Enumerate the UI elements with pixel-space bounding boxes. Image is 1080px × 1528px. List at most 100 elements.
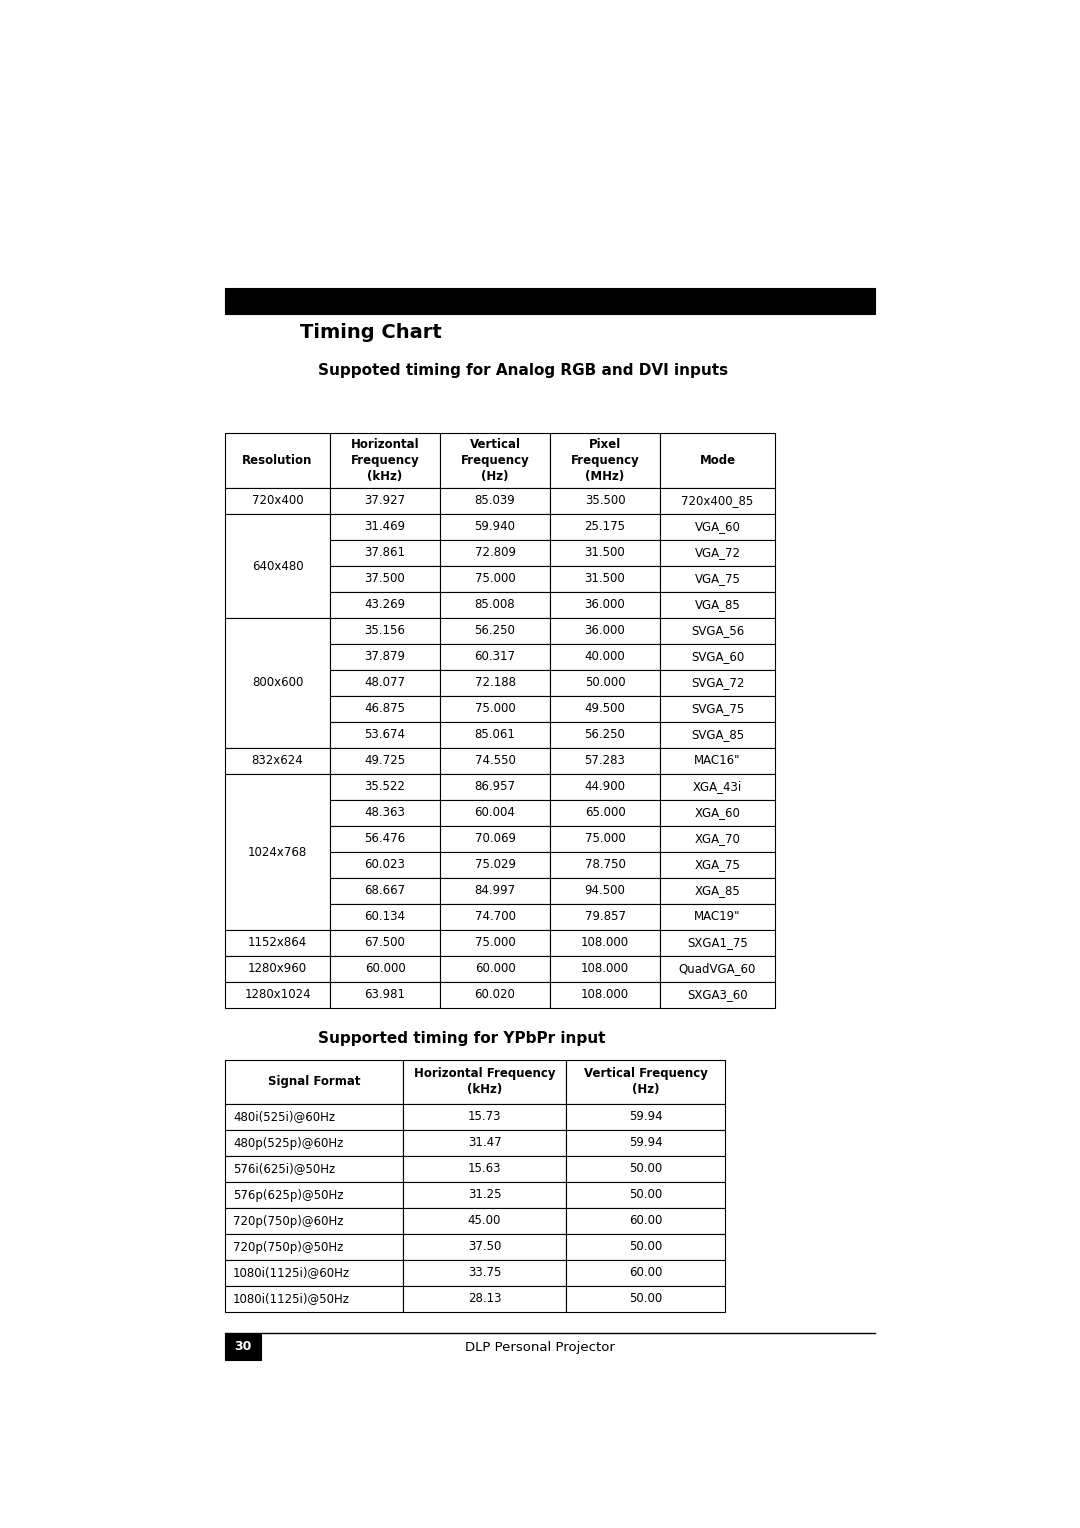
Bar — [566, 1131, 725, 1157]
Bar — [566, 1157, 725, 1183]
Bar — [660, 853, 775, 879]
Bar — [225, 287, 875, 313]
Bar — [550, 643, 660, 669]
Text: 33.75: 33.75 — [468, 1267, 501, 1279]
Bar — [330, 591, 440, 617]
Bar — [660, 669, 775, 695]
Text: SVGA_85: SVGA_85 — [691, 729, 744, 741]
Text: 68.667: 68.667 — [364, 885, 406, 897]
Bar — [225, 617, 330, 749]
Bar — [225, 1131, 403, 1157]
Bar — [566, 1209, 725, 1235]
Text: 60.00: 60.00 — [629, 1215, 662, 1227]
Text: 49.725: 49.725 — [364, 755, 406, 767]
Bar — [440, 591, 550, 617]
Text: 36.000: 36.000 — [584, 625, 625, 637]
Bar — [550, 749, 660, 775]
Bar — [550, 487, 660, 513]
Bar — [660, 617, 775, 643]
Text: 46.875: 46.875 — [365, 703, 405, 715]
Bar — [440, 853, 550, 879]
Text: 70.069: 70.069 — [474, 833, 515, 845]
Text: Mode: Mode — [700, 454, 735, 468]
Text: 59.94: 59.94 — [629, 1137, 662, 1149]
Text: VGA_85: VGA_85 — [694, 599, 741, 611]
Text: 37.50: 37.50 — [468, 1241, 501, 1253]
Text: 720x400: 720x400 — [252, 495, 303, 507]
Text: SXGA1_75: SXGA1_75 — [687, 937, 747, 949]
Text: SXGA3_60: SXGA3_60 — [687, 989, 747, 1001]
Bar — [330, 695, 440, 723]
Bar — [225, 1183, 403, 1209]
Text: 45.00: 45.00 — [468, 1215, 501, 1227]
Bar — [330, 617, 440, 643]
Text: QuadVGA_60: QuadVGA_60 — [679, 963, 756, 975]
Text: 60.023: 60.023 — [365, 859, 405, 871]
Text: Pixel
Frequency
(MHz): Pixel Frequency (MHz) — [570, 439, 639, 483]
Bar — [225, 1209, 403, 1235]
Bar — [440, 801, 550, 827]
Bar — [403, 1105, 566, 1131]
Text: 48.363: 48.363 — [365, 807, 405, 819]
Text: 37.879: 37.879 — [365, 651, 405, 663]
Text: 40.000: 40.000 — [584, 651, 625, 663]
Bar — [403, 1287, 566, 1313]
Text: 75.000: 75.000 — [474, 703, 515, 715]
Text: 35.500: 35.500 — [584, 495, 625, 507]
Text: 25.175: 25.175 — [584, 521, 625, 533]
Text: 31.500: 31.500 — [584, 573, 625, 585]
Text: 72.188: 72.188 — [474, 677, 515, 689]
Text: 36.000: 36.000 — [584, 599, 625, 611]
Text: 31.469: 31.469 — [364, 521, 406, 533]
Text: 72.809: 72.809 — [474, 547, 515, 559]
Bar — [660, 983, 775, 1008]
Text: 480p(525p)@60Hz: 480p(525p)@60Hz — [233, 1137, 343, 1149]
Bar — [550, 983, 660, 1008]
Bar — [330, 983, 440, 1008]
Text: 50.00: 50.00 — [629, 1293, 662, 1305]
Bar — [660, 432, 775, 487]
Text: Resolution: Resolution — [242, 454, 313, 468]
Text: SVGA_60: SVGA_60 — [691, 651, 744, 663]
Bar — [225, 1060, 403, 1105]
Text: Horizontal
Frequency
(kHz): Horizontal Frequency (kHz) — [351, 439, 419, 483]
Text: 53.674: 53.674 — [365, 729, 405, 741]
Bar — [330, 905, 440, 931]
Text: 60.317: 60.317 — [474, 651, 515, 663]
Bar — [330, 643, 440, 669]
Text: 85.061: 85.061 — [474, 729, 515, 741]
Text: 37.927: 37.927 — [364, 495, 406, 507]
Bar — [225, 1261, 403, 1287]
Text: 50.00: 50.00 — [629, 1163, 662, 1175]
Bar — [440, 749, 550, 775]
Text: 720x400_85: 720x400_85 — [681, 495, 754, 507]
Bar — [660, 565, 775, 591]
Text: 108.000: 108.000 — [581, 989, 629, 1001]
Bar — [660, 487, 775, 513]
Bar — [225, 1287, 403, 1313]
Text: Supported timing for YPbPr input: Supported timing for YPbPr input — [318, 1030, 606, 1045]
Text: 75.000: 75.000 — [474, 937, 515, 949]
Text: 108.000: 108.000 — [581, 937, 629, 949]
Text: 59.94: 59.94 — [629, 1111, 662, 1123]
Text: 67.500: 67.500 — [365, 937, 405, 949]
Bar — [403, 1157, 566, 1183]
Text: 65.000: 65.000 — [584, 807, 625, 819]
Text: MAC19": MAC19" — [694, 911, 741, 923]
Text: 60.000: 60.000 — [474, 963, 515, 975]
Bar — [660, 513, 775, 539]
Bar — [550, 931, 660, 957]
Bar — [566, 1105, 725, 1131]
Text: 56.250: 56.250 — [584, 729, 625, 741]
Bar — [330, 723, 440, 749]
Bar — [566, 1261, 725, 1287]
Bar — [330, 432, 440, 487]
Bar — [660, 931, 775, 957]
Bar — [225, 775, 330, 931]
Bar — [660, 749, 775, 775]
Text: 50.00: 50.00 — [629, 1241, 662, 1253]
Bar — [330, 853, 440, 879]
Bar — [566, 1287, 725, 1313]
Bar — [550, 775, 660, 801]
Text: SVGA_56: SVGA_56 — [691, 625, 744, 637]
